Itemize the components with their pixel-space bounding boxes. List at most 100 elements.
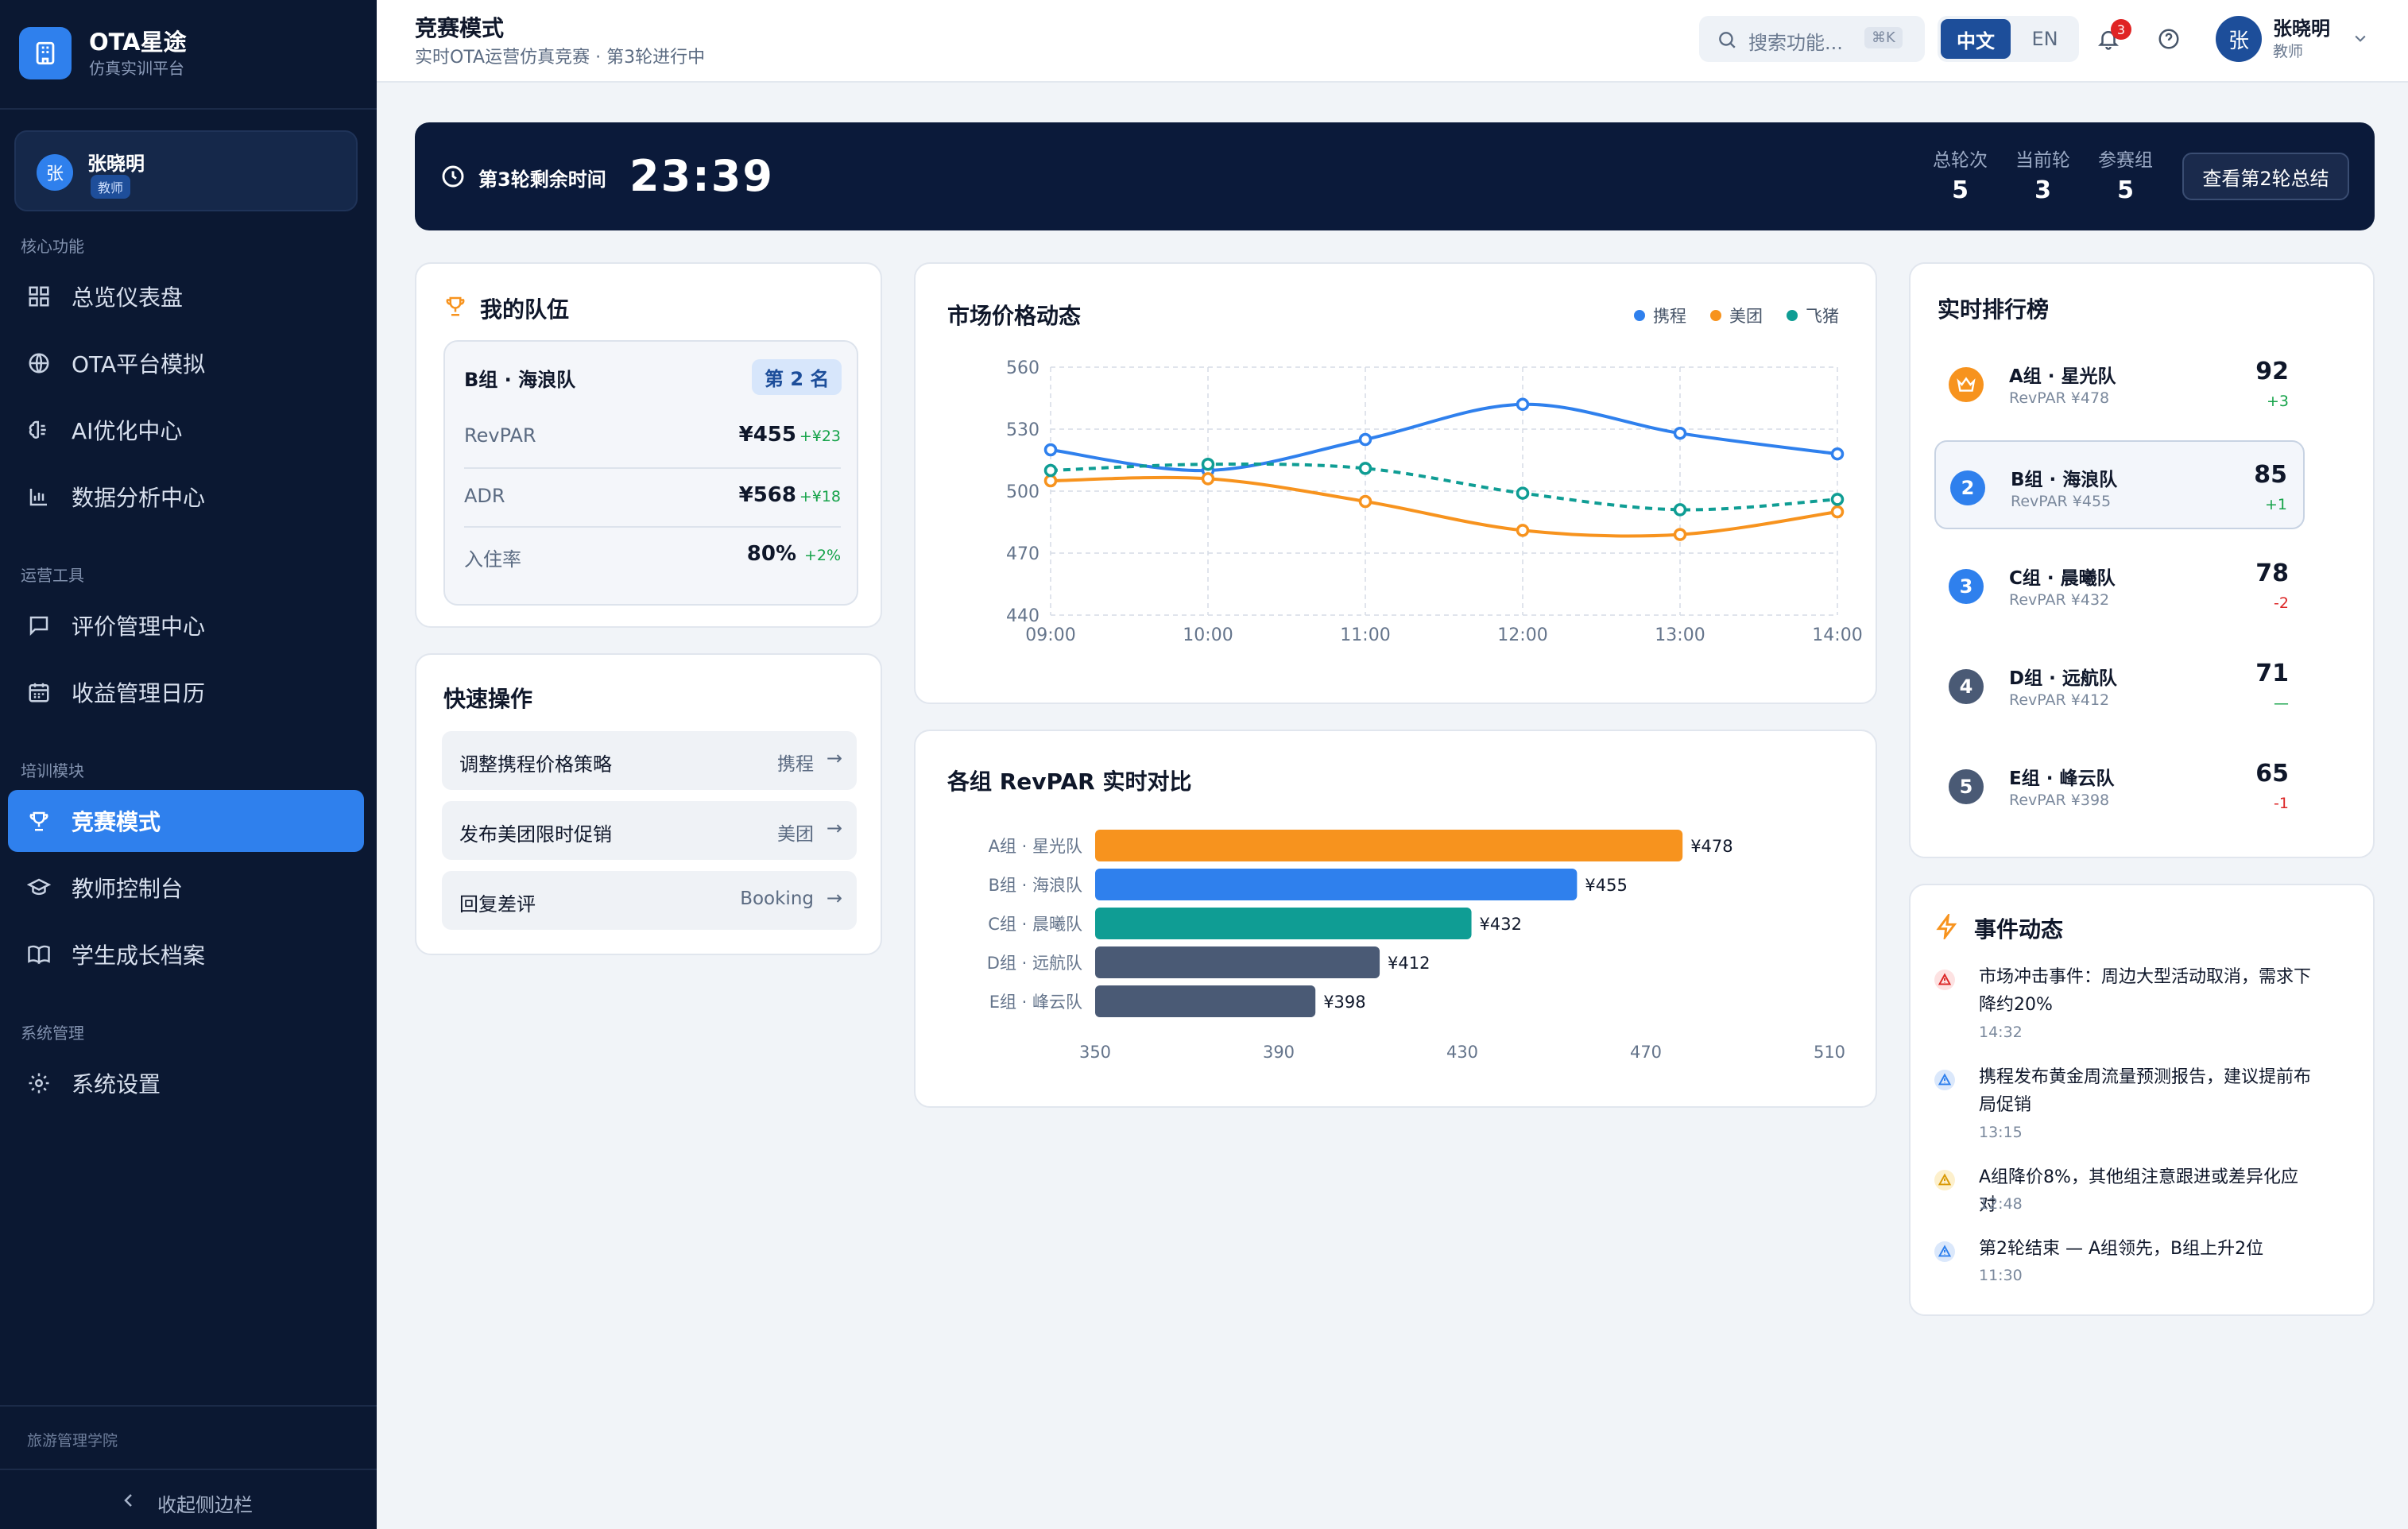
notification-badge: 3 bbox=[2111, 19, 2131, 40]
data-point bbox=[1043, 463, 1058, 478]
stat-value: 5 bbox=[1952, 176, 1969, 204]
sidebar-item-competition[interactable]: 竞赛模式 bbox=[8, 790, 364, 852]
help-icon[interactable] bbox=[2157, 27, 2181, 51]
view-round-summary-button[interactable]: 查看第2轮总结 bbox=[2182, 153, 2349, 200]
bar-category-label: B组 · 海浪队 bbox=[989, 876, 1082, 895]
data-point bbox=[1516, 397, 1530, 412]
leaderboard-row-my-team[interactable]: 2 B组 · 海浪队 RevPAR ¥455 85 +1 bbox=[1934, 440, 2305, 529]
chart-title: 各组 RevPAR 实时对比 bbox=[947, 768, 1192, 795]
leaderboard-row[interactable]: 5 E组 · 峰云队 RevPAR ¥398 65 -1 bbox=[1934, 741, 2305, 830]
metric-label: ADR bbox=[464, 485, 505, 507]
x-tick-label: 10:00 bbox=[1183, 625, 1233, 645]
message-icon bbox=[29, 616, 48, 637]
bar-value-label: ¥478 bbox=[1690, 837, 1732, 856]
building-icon bbox=[19, 27, 72, 79]
quick-action-reply-review[interactable]: 回复差评 Booking → bbox=[442, 871, 857, 930]
sidebar: OTA星途 仿真实训平台 张 张晓明 教师 核心功能 总览仪表盘 OTA平台模拟… bbox=[0, 0, 377, 1529]
lang-zh-button[interactable]: 中文 bbox=[1941, 19, 2011, 59]
metric-delta: +2% bbox=[803, 547, 841, 564]
line-chart: 440 470 500 530 560 09:00 10:00 11:00 12:00 13:00… bbox=[1006, 358, 1863, 645]
leaderboard-row[interactable]: 3 C组 · 晨曦队 RevPAR ¥432 78 -2 bbox=[1934, 540, 2305, 629]
x-tick-label: 12:00 bbox=[1497, 625, 1547, 645]
info-triangle-icon bbox=[1934, 1241, 1955, 1262]
quick-action-label: 回复差评 bbox=[459, 893, 536, 915]
graduation-cap-icon bbox=[27, 878, 51, 896]
event-text: 第2轮结束 — A组领先，B组上升2位 bbox=[1979, 1239, 2264, 1259]
book-icon bbox=[28, 945, 50, 965]
avatar: 张 bbox=[37, 154, 73, 191]
arrow-right-icon: → bbox=[826, 887, 842, 909]
bar bbox=[1095, 946, 1380, 978]
data-point bbox=[1830, 493, 1845, 506]
role-badge: 教师 bbox=[91, 175, 131, 199]
leaderboard-row[interactable]: A组 · 星光队 RevPAR ¥478 92 +3 bbox=[1934, 339, 2305, 428]
metric-value: 80% bbox=[746, 542, 796, 566]
data-point bbox=[1043, 474, 1058, 488]
chart-title: 市场价格动态 bbox=[947, 303, 1082, 329]
data-point bbox=[1358, 432, 1372, 447]
brand-subtitle: 仿真实训平台 bbox=[89, 59, 184, 78]
legend-item: 飞猪 bbox=[1787, 304, 1839, 327]
bar-category-label: E组 · 峰云队 bbox=[989, 993, 1082, 1012]
header-user-role: 教师 bbox=[2273, 43, 2304, 60]
bar bbox=[1095, 830, 1683, 861]
metric-row-revpar: RevPAR ¥455 +¥23 bbox=[464, 408, 841, 467]
quick-action-promotion[interactable]: 发布美团限时促销 美团 → bbox=[442, 801, 857, 860]
rank-circle: 2 bbox=[1950, 470, 1985, 505]
legend-swatch bbox=[1787, 310, 1798, 321]
lang-en-button[interactable]: EN bbox=[2031, 28, 2058, 50]
x-tick-label: 470 bbox=[1630, 1043, 1662, 1062]
data-point bbox=[1358, 494, 1372, 509]
sidebar-item-data-analysis[interactable]: 数据分析中心 bbox=[8, 466, 364, 528]
leaderboard-team: A组 · 星光队 bbox=[2009, 366, 2116, 387]
section-label: 运营工具 bbox=[21, 566, 84, 585]
data-point bbox=[1830, 505, 1845, 519]
x-tick-label: 11:00 bbox=[1340, 625, 1390, 645]
sidebar-item-ota-simulation[interactable]: OTA平台模拟 bbox=[8, 332, 364, 394]
collapse-sidebar-button[interactable]: 收起侧边栏 bbox=[0, 1469, 377, 1529]
legend-swatch bbox=[1710, 310, 1721, 321]
search-icon bbox=[1719, 32, 1736, 48]
leaderboard-team: B组 · 海浪队 bbox=[2011, 470, 2118, 490]
quick-action-adjust-price[interactable]: 调整携程价格策略 携程 → bbox=[442, 731, 857, 790]
clock-icon bbox=[442, 165, 464, 188]
stat-value: 5 bbox=[2117, 176, 2134, 204]
leaderboard-score: 78 bbox=[2255, 559, 2289, 587]
event-time: 14:32 bbox=[1979, 1024, 2023, 1041]
crown-icon bbox=[1949, 367, 1984, 402]
sidebar-item-student-profile[interactable]: 学生成长档案 bbox=[8, 923, 364, 985]
sidebar-item-dashboard[interactable]: 总览仪表盘 bbox=[8, 265, 364, 327]
divider bbox=[0, 1405, 377, 1407]
metric-label: 入住率 bbox=[464, 548, 521, 571]
avatar[interactable]: 张 bbox=[2216, 16, 2262, 62]
stat-label: 总轮次 bbox=[1933, 150, 1988, 171]
rank-badge: 第 2 名 bbox=[752, 359, 842, 395]
bar-value-label: ¥432 bbox=[1480, 915, 1522, 934]
sidebar-item-label: 学生成长档案 bbox=[72, 943, 206, 969]
x-tick-label: 510 bbox=[1814, 1043, 1845, 1062]
leaderboard-row[interactable]: 4 D组 · 远航队 RevPAR ¥412 71 — bbox=[1934, 641, 2305, 730]
sidebar-item-revenue-calendar[interactable]: 收益管理日历 bbox=[8, 661, 364, 723]
stat-label: 当前轮 bbox=[2015, 150, 2070, 171]
event-time: 11:30 bbox=[1979, 1267, 2023, 1284]
revpar-comparison-card: 各组 RevPAR 实时对比 A组 · 星光队 ¥478 B组 · 海浪队 ¥455 C… bbox=[914, 730, 1877, 1108]
search-input[interactable]: 搜索功能... ⌘K bbox=[1699, 16, 1925, 62]
leaderboard-score: 71 bbox=[2255, 660, 2289, 687]
search-placeholder: 搜索功能... bbox=[1748, 32, 1843, 54]
bar-chart: A组 · 星光队 ¥478 B组 · 海浪队 ¥455 C组 · 晨曦队 ¥432 D组 ·… bbox=[987, 830, 1845, 1062]
sidebar-item-reviews[interactable]: 评价管理中心 bbox=[8, 594, 364, 656]
legend-label: 携程 bbox=[1653, 307, 1686, 326]
brain-icon bbox=[29, 420, 46, 439]
data-point bbox=[1516, 486, 1530, 500]
leaderboard-score: 92 bbox=[2255, 358, 2289, 385]
sidebar-item-label: AI优化中心 bbox=[72, 418, 183, 444]
alert-triangle-icon bbox=[1934, 970, 1955, 990]
sidebar-item-teacher-console[interactable]: 教师控制台 bbox=[8, 857, 364, 919]
language-switch: 中文 EN bbox=[1938, 16, 2079, 62]
chevron-down-icon[interactable] bbox=[2352, 30, 2368, 46]
sidebar-item-ai-optimization[interactable]: AI优化中心 bbox=[8, 399, 364, 461]
sidebar-item-label: OTA平台模拟 bbox=[72, 351, 206, 377]
sidebar-item-settings[interactable]: 系统设置 bbox=[8, 1052, 364, 1114]
user-card[interactable]: 张 张晓明 教师 bbox=[14, 130, 358, 211]
warning-triangle-icon bbox=[1934, 1170, 1955, 1190]
